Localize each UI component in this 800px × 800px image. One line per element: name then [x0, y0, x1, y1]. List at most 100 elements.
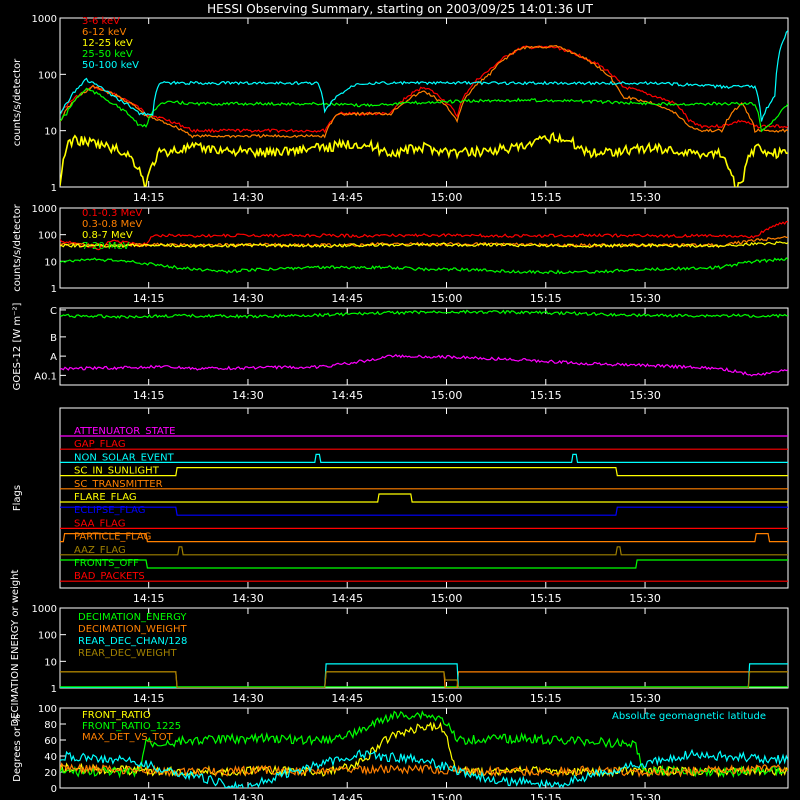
x-tick-label: 14:30	[232, 389, 264, 402]
y-tick-label: 60	[44, 736, 57, 747]
panel-flags: 14:15 14:30 14:45 15:00 15:15 15:30 Flags ATTEN…	[12, 407, 789, 605]
flag-label: BAD_PACKETS	[74, 571, 145, 582]
panel-frame	[59, 207, 789, 289]
x-tick-label: 14:15	[133, 292, 165, 305]
legend-entry: DECIMATION_WEIGHT	[78, 624, 187, 635]
y-axis-label: counts/s/detector	[12, 58, 23, 146]
y-axis-label: DECIMATION ENERGY or weight	[10, 569, 21, 726]
y-tick-label: 100	[38, 704, 57, 715]
x-tick-label: 14:15	[133, 191, 165, 204]
y-tick-label: 80	[44, 720, 57, 731]
panel-ratios: 14:15 14:30 14:45 15:00 15:15 15:30 Degrees or…	[12, 704, 789, 800]
x-tick-label: 14:15	[133, 592, 165, 605]
flag-line	[60, 506, 788, 516]
panel-frame	[59, 307, 789, 386]
legend-entry: FRONT_RATIO_1225	[82, 721, 181, 732]
y-axis-label: counts/s/detector	[12, 203, 23, 291]
y-tick-label: 1	[51, 284, 57, 295]
x-tick-label: 14:15	[133, 692, 165, 705]
y-axis-label: Degrees or %	[12, 714, 23, 782]
flag-label: ECLIPSE_FLAG	[74, 505, 145, 516]
flag-line	[60, 467, 788, 477]
y-tick-label: A0.1	[34, 371, 57, 382]
legend-entry: 6-12 keV	[82, 27, 126, 38]
flag-label: AAZ_FLAG	[74, 545, 126, 556]
y-tick-label: 1000	[32, 14, 57, 25]
x-tick-label: 15:30	[629, 792, 661, 800]
flag-line	[60, 559, 788, 569]
panel-counts-mev: 14:15 14:30 14:45 15:00 15:15 15:30 counts/s/d…	[12, 203, 789, 305]
panel-decimation: 14:15 14:30 14:45 15:00 15:15 15:30 DECIMATION…	[10, 569, 789, 726]
x-tick-label: 15:15	[530, 292, 562, 305]
x-tick-label: 15:00	[431, 191, 463, 204]
y-tick-label: 10	[44, 127, 57, 138]
series-group	[60, 220, 788, 275]
x-tick-label: 14:45	[331, 292, 363, 305]
panel-frame	[59, 607, 789, 689]
x-tick-label: 15:15	[530, 792, 562, 800]
legend-entry: FRONT_RATIO	[82, 710, 151, 721]
series-group	[60, 710, 788, 788]
y-axis-label: Flags	[12, 485, 23, 511]
legend-entry: 25-50 keV	[82, 49, 133, 60]
y-axis-label: GOES-12 [W m⁻²]	[12, 303, 23, 391]
y-tick-label: A	[50, 352, 57, 363]
series-line	[60, 131, 788, 187]
y-tick-label: 10	[44, 257, 57, 268]
y-tick-label: 100	[38, 70, 57, 81]
x-tick-label: 15:00	[431, 292, 463, 305]
x-tick-label: 14:30	[232, 692, 264, 705]
x-tick-label: 15:15	[530, 389, 562, 402]
legend-entry: REAR_DEC_CHAN/128	[78, 636, 187, 647]
y-tick-label: B	[50, 333, 57, 344]
flag-line	[60, 546, 788, 556]
x-tick-label: 14:30	[232, 592, 264, 605]
x-tick-label: 15:15	[530, 191, 562, 204]
x-tick-label: 14:15	[133, 792, 165, 800]
flag-label: FRONTS_OFF	[74, 558, 139, 569]
x-tick-label: 15:30	[629, 191, 661, 204]
y-tick-label: 100	[38, 231, 57, 242]
legend-entry: 0.1-0.3 MeV	[82, 208, 142, 219]
x-tick-label: 14:45	[331, 389, 363, 402]
x-tick-label: 14:15	[133, 389, 165, 402]
x-tick-label: 14:45	[331, 592, 363, 605]
legend-entry: 7-20 MeV	[82, 241, 130, 252]
flag-label: GAP_FLAG	[74, 439, 126, 450]
y-tick-label: C	[50, 306, 57, 317]
series-line	[60, 44, 788, 139]
x-tick-label: 15:00	[431, 692, 463, 705]
flag-label: ATTENUATOR_STATE	[74, 426, 175, 437]
figure-title: HESSI Observing Summary, starting on 200…	[207, 2, 593, 16]
flag-label: FLARE_FLAG	[74, 492, 137, 503]
series-line	[60, 748, 788, 788]
series-line	[60, 87, 788, 133]
x-tick-label: 15:30	[629, 292, 661, 305]
x-tick-label: 14:45	[331, 692, 363, 705]
series-group	[60, 663, 788, 688]
x-tick-label: 15:15	[530, 592, 562, 605]
series-line	[60, 710, 788, 779]
y-tick-label: 1000	[32, 204, 57, 215]
x-tick-label: 14:45	[331, 191, 363, 204]
series-line	[60, 762, 788, 778]
flag-label: PARTICLE_FLAG	[74, 532, 151, 543]
x-tick-label: 15:15	[530, 692, 562, 705]
legend-entry: 0.3-0.8 MeV	[82, 219, 142, 230]
panel-goes: 14:15 14:30 14:45 15:00 15:15 15:30 GOES-12 [W…	[12, 303, 789, 402]
y-tick-label: 20	[44, 768, 57, 779]
legend-entry: MAX_DET_VS_TOT	[82, 732, 174, 743]
y-tick-label: 100	[38, 631, 57, 642]
y-tick-label: 1000	[32, 604, 57, 615]
x-tick-label: 15:30	[629, 389, 661, 402]
panel-frame	[59, 407, 789, 589]
series-line	[60, 241, 788, 249]
legend-entry: 0.8-7 MeV	[82, 230, 133, 241]
series-line	[60, 257, 788, 275]
series-line	[60, 220, 788, 251]
x-tick-label: 14:30	[232, 292, 264, 305]
series-group	[60, 309, 788, 377]
flag-label: SC_IN_SUNLIGHT	[74, 466, 160, 477]
x-tick-label: 14:30	[232, 792, 264, 800]
